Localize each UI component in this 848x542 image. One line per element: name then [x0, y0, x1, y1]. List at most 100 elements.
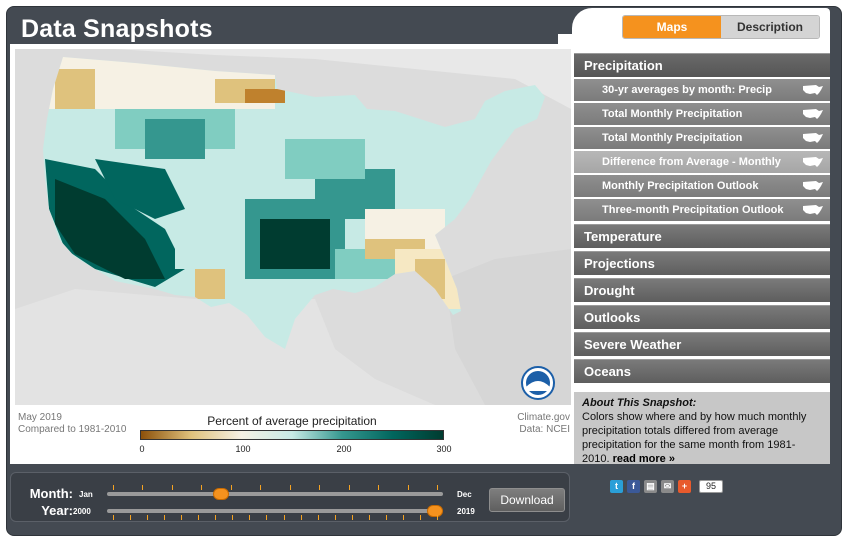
category-label: Drought: [584, 283, 635, 298]
category-label: Severe Weather: [584, 337, 682, 352]
noaa-logo: [521, 366, 555, 400]
about-text: Colors show where and by how much monthl…: [582, 411, 807, 464]
year-start: 2000: [73, 507, 91, 516]
tab-description[interactable]: Description: [721, 16, 819, 38]
year-label: Year:: [41, 503, 73, 518]
subitem-label: Total Monthly Precipitation: [602, 108, 743, 120]
year-tick: [402, 515, 404, 520]
month-tick: [201, 485, 203, 490]
sidebar: Precipitation 30-yr averages by month: P…: [574, 50, 830, 464]
year-tick: [130, 515, 132, 520]
year-tick: [181, 515, 183, 520]
month-tick: [171, 485, 173, 490]
legend-tick: 200: [336, 444, 352, 454]
precipitation-map[interactable]: [15, 49, 571, 405]
about-panel: About This Snapshot: Colors show where a…: [574, 392, 830, 464]
year-tick: [317, 515, 319, 520]
month-tick: [289, 485, 291, 490]
year-tick: [283, 515, 285, 520]
facebook-icon[interactable]: f: [627, 479, 640, 493]
category-label: Oceans: [584, 364, 631, 379]
month-tick: [113, 485, 114, 490]
category-label: Outlooks: [584, 310, 641, 325]
year-tick: [147, 515, 149, 520]
category-oceans[interactable]: Oceans: [574, 359, 830, 383]
month-slider[interactable]: [107, 492, 443, 496]
year-tick: [300, 515, 302, 520]
subitem-monthly-outlook[interactable]: Monthly Precipitation Outlook: [574, 175, 830, 197]
month-tick: [378, 485, 380, 490]
map-data-credit: Data: NCEI: [519, 424, 570, 435]
subitem-total-monthly-precip-2[interactable]: Total Monthly Precipitation: [574, 127, 830, 149]
year-tick: [249, 515, 251, 520]
month-tick: [319, 485, 321, 490]
category-projections[interactable]: Projections: [574, 251, 830, 275]
share-count: 95: [699, 479, 724, 493]
subitem-three-month-outlook[interactable]: Three-month Precipitation Outlook: [574, 199, 830, 221]
category-drought[interactable]: Drought: [574, 278, 830, 302]
month-tick: [348, 485, 350, 490]
us-map-icon: [803, 157, 823, 167]
time-controls: Month: Year: Jan Dec 2000 2019 Download: [10, 472, 570, 522]
category-outlooks[interactable]: Outlooks: [574, 305, 830, 329]
year-tick: [385, 515, 387, 520]
month-end: Dec: [457, 490, 472, 499]
map-panel: May 2019 Compared to 1981-2010 Climate.g…: [10, 44, 576, 464]
legend-title: Percent of average precipitation: [207, 414, 377, 428]
month-tick: [230, 485, 232, 490]
map-compare: Compared to 1981-2010: [18, 424, 127, 435]
year-slider-handle[interactable]: [427, 505, 443, 517]
year-slider[interactable]: [107, 509, 443, 513]
subitem-label: 30-yr averages by month: Precip: [602, 84, 772, 96]
email-icon[interactable]: ✉: [661, 479, 674, 493]
month-slider-handle[interactable]: [212, 488, 229, 500]
subitem-label: Three-month Precipitation Outlook: [602, 204, 784, 216]
subitem-label: Total Monthly Precipitation: [602, 132, 743, 144]
category-precipitation[interactable]: Precipitation: [574, 53, 830, 77]
us-map-icon: [803, 109, 823, 119]
subitem-difference-from-average[interactable]: Difference from Average - Monthly: [574, 151, 830, 173]
year-tick: [419, 515, 421, 520]
month-tick: [437, 485, 438, 490]
map-source: Climate.gov: [517, 412, 570, 423]
subitem-total-monthly-precip-1[interactable]: Total Monthly Precipitation: [574, 103, 830, 125]
category-label: Temperature: [584, 229, 662, 244]
month-tick: [260, 485, 262, 490]
map-date: May 2019: [18, 412, 62, 423]
year-tick: [215, 515, 217, 520]
plus-icon[interactable]: +: [678, 479, 691, 493]
year-tick: [232, 515, 234, 520]
category-temperature[interactable]: Temperature: [574, 224, 830, 248]
category-label: Projections: [584, 256, 655, 271]
year-tick: [368, 515, 370, 520]
us-map-icon: [803, 85, 823, 95]
read-more-link[interactable]: read more »: [612, 453, 675, 464]
year-tick: [334, 515, 336, 520]
category-severe-weather[interactable]: Severe Weather: [574, 332, 830, 356]
us-map-icon: [803, 205, 823, 215]
download-button[interactable]: Download: [489, 488, 565, 512]
year-tick: [266, 515, 268, 520]
twitter-icon[interactable]: t: [610, 479, 623, 493]
year-tick: [198, 515, 200, 520]
subitem-30yr-averages[interactable]: 30-yr averages by month: Precip: [574, 79, 830, 101]
month-label: Month:: [29, 486, 73, 501]
year-tick: [351, 515, 353, 520]
view-tabs: Maps Description: [622, 15, 820, 39]
us-map-icon: [803, 181, 823, 191]
year-tick: [113, 515, 114, 520]
month-tick: [142, 485, 144, 490]
app-title: Data Snapshots: [21, 15, 213, 43]
year-tick: [164, 515, 166, 520]
print-icon[interactable]: ▤: [644, 479, 657, 493]
us-map-icon: [803, 133, 823, 143]
legend-tick: 100: [235, 444, 251, 454]
year-end: 2019: [457, 507, 475, 516]
legend-color-bar: [140, 430, 444, 440]
legend-tick: 300: [436, 444, 452, 454]
category-label: Precipitation: [584, 58, 663, 73]
year-tick: [437, 515, 438, 520]
tab-maps[interactable]: Maps: [623, 16, 721, 38]
subitem-label: Difference from Average - Monthly: [602, 156, 781, 168]
share-bar: t f ▤ ✉ + 95: [610, 479, 724, 493]
